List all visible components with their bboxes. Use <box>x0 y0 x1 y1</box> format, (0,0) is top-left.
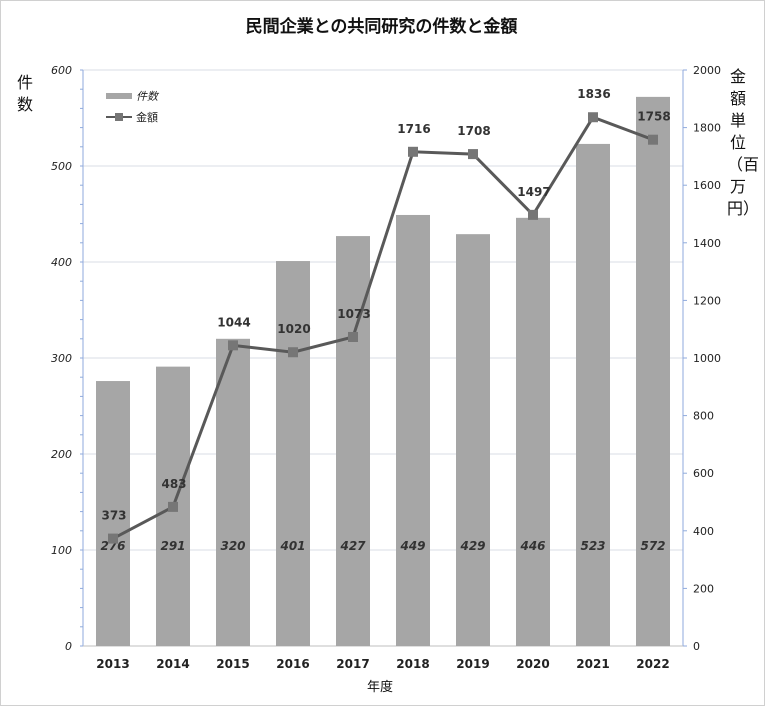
line-marker <box>588 112 598 123</box>
x-tick-label: 2017 <box>336 657 369 671</box>
bar <box>396 214 430 646</box>
bar-data-label: 449 <box>399 539 425 553</box>
bar <box>216 338 250 646</box>
bar <box>456 234 490 646</box>
bar-data-label: 523 <box>580 539 605 553</box>
bar-data-label: 572 <box>640 539 665 553</box>
line-data-label: 483 <box>161 477 186 491</box>
right-tick-label: 600 <box>693 467 714 480</box>
left-tick-label: 500 <box>51 160 72 173</box>
line-data-label: 373 <box>101 509 126 523</box>
x-tick-label: 2016 <box>276 657 309 671</box>
line-data-label: 1044 <box>217 315 250 329</box>
bar-data-label: 427 <box>339 539 366 553</box>
x-tick-label: 2021 <box>576 657 609 671</box>
line-marker <box>348 331 358 342</box>
line-marker <box>408 146 418 157</box>
line-marker <box>228 340 238 351</box>
left-tick-label: 100 <box>51 544 72 557</box>
bar-data-label: 429 <box>459 539 485 553</box>
bar-data-label: 276 <box>100 539 125 553</box>
line-marker <box>288 347 298 358</box>
right-tick-label: 0 <box>693 640 700 653</box>
bar-data-label: 291 <box>160 539 185 553</box>
line-marker <box>168 501 178 512</box>
bar-data-label: 320 <box>220 539 245 553</box>
left-axis-label: 件数 <box>16 73 33 114</box>
right-tick-label: 400 <box>693 525 714 538</box>
legend-label-count: 件数 <box>136 90 160 103</box>
left-tick-label: 200 <box>51 448 72 461</box>
left-tick-label: 300 <box>51 352 72 365</box>
right-tick-label: 1400 <box>693 237 721 250</box>
x-axis-label: 年度 <box>366 680 393 695</box>
right-tick-label: 800 <box>693 410 714 423</box>
line-data-label: 1497 <box>517 185 550 199</box>
legend-label-amount: 金額 <box>136 110 158 124</box>
bar <box>516 217 550 646</box>
bar <box>576 143 610 647</box>
line-data-label: 1708 <box>457 124 490 138</box>
legend-swatch-marker <box>115 113 123 121</box>
right-tick-label: 1600 <box>693 179 721 192</box>
line-data-label: 1073 <box>337 307 370 321</box>
x-tick-label: 2019 <box>456 657 489 671</box>
left-tick-label: 0 <box>65 640 72 653</box>
line-data-label: 1716 <box>397 122 430 136</box>
chart-title: 民間企業との共同研究の件数と金額 <box>245 17 518 37</box>
line-data-label: 1020 <box>277 322 310 336</box>
bar <box>276 261 310 646</box>
x-tick-label: 2013 <box>96 657 129 671</box>
right-tick-label: 1800 <box>693 122 721 135</box>
bar-data-label: 401 <box>279 539 305 553</box>
x-tick-label: 2014 <box>156 657 189 671</box>
right-tick-label: 1200 <box>693 294 721 307</box>
right-tick-label: 2000 <box>693 64 721 77</box>
line-data-label: 1836 <box>577 87 610 101</box>
x-tick-label: 2015 <box>216 657 249 671</box>
series-line-amount <box>112 115 654 540</box>
bar <box>636 96 670 646</box>
line-data-label: 1758 <box>637 110 670 124</box>
left-tick-label: 600 <box>51 64 72 77</box>
legend-swatch-bar <box>106 93 132 99</box>
x-tick-label: 2020 <box>516 657 549 671</box>
x-tick-label: 2018 <box>396 657 429 671</box>
line-marker <box>528 209 538 220</box>
line-marker <box>108 533 118 544</box>
line-marker <box>648 134 658 145</box>
bar <box>96 381 130 646</box>
left-tick-label: 400 <box>51 256 72 269</box>
right-tick-label: 1000 <box>693 352 721 365</box>
right-tick-label: 200 <box>693 582 714 595</box>
x-tick-label: 2022 <box>636 657 669 671</box>
line-marker <box>468 149 478 160</box>
bar-data-label: 446 <box>519 539 545 553</box>
